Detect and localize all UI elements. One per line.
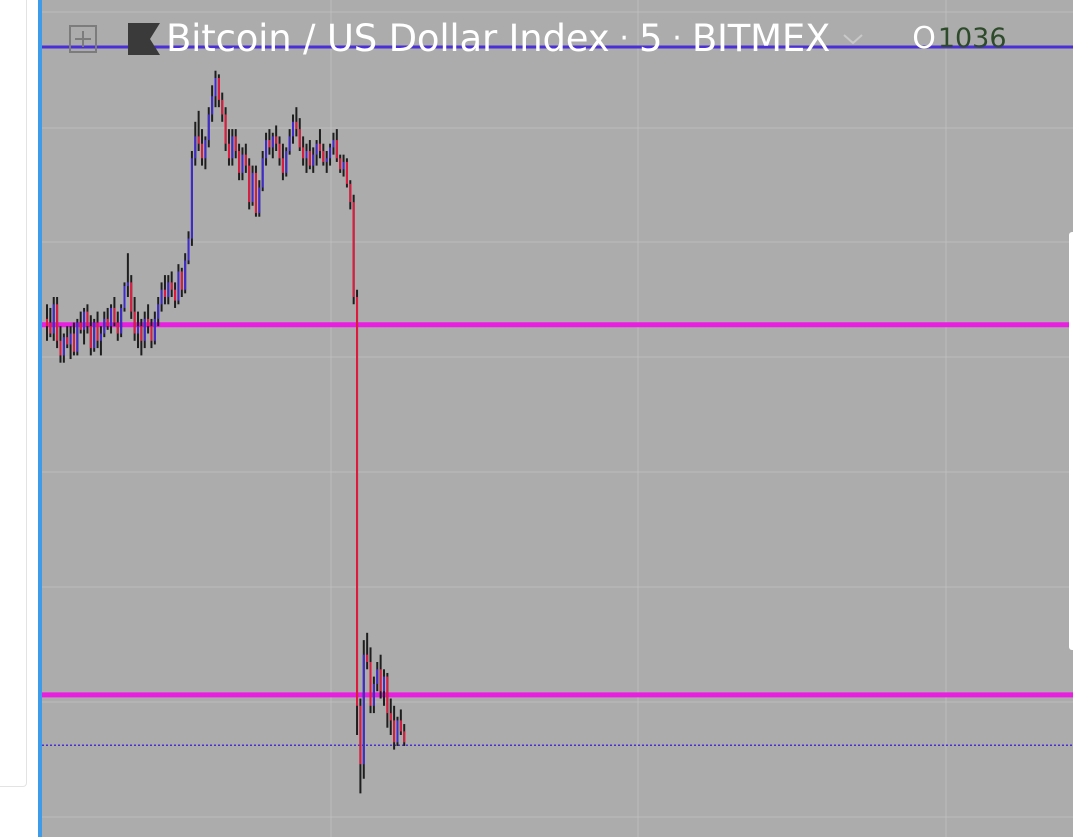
flag-icon — [126, 21, 162, 57]
symbol-title[interactable]: Bitcoin / US Dollar Index — [166, 17, 610, 60]
plus-square-icon[interactable] — [68, 24, 98, 54]
chevron-down-icon[interactable] — [842, 32, 864, 46]
legend-separator: · — [619, 21, 629, 56]
price-scale-handle[interactable] — [1069, 232, 1073, 650]
exchange-label[interactable]: BITMEX — [691, 17, 831, 60]
chart-pane[interactable]: Bitcoin / US Dollar Index · 5 · BITMEX O… — [42, 0, 1073, 837]
ohlc-open-label: O — [912, 21, 936, 56]
interval-label[interactable]: 5 — [638, 17, 663, 60]
active-pane-border — [38, 0, 42, 837]
ohlc-open-value: 1036 — [937, 23, 1007, 54]
legend-separator: · — [672, 21, 682, 56]
left-toolbar-card — [0, 0, 27, 787]
left-toolbar-panel — [0, 0, 38, 837]
symbol-legend[interactable]: Bitcoin / US Dollar Index · 5 · BITMEX O… — [68, 16, 1007, 62]
price-chart[interactable] — [42, 0, 1073, 837]
